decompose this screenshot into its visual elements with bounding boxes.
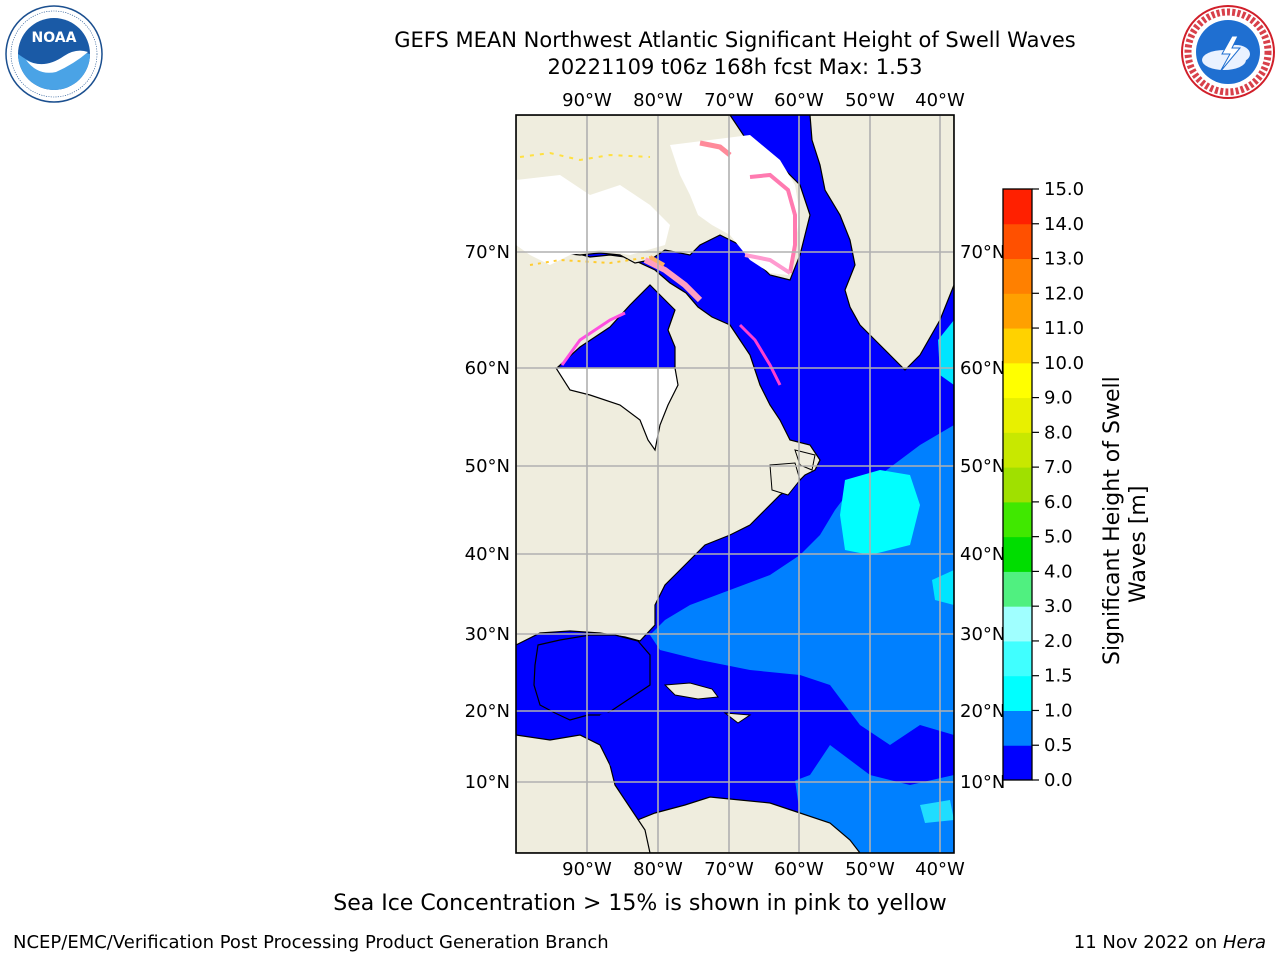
map-frame <box>515 114 955 854</box>
lat-label: 10°N <box>960 772 1005 793</box>
lon-labels-bottom: 90°W 80°W 70°W 60°W 50°W 40°W <box>562 859 965 880</box>
footer-right: 11 Nov 2022 on Hera <box>1074 932 1266 953</box>
swell-band-1.0-1.5 <box>840 470 920 555</box>
lat-label: 50°N <box>960 456 1005 477</box>
colorbar-segment <box>1003 432 1032 468</box>
colorbar-segment <box>1003 189 1032 225</box>
colorbar-segment <box>1003 571 1032 607</box>
lon-label: 40°W <box>915 859 965 880</box>
lon-label: 50°W <box>845 859 895 880</box>
colorbar-segment <box>1003 328 1032 364</box>
colorbar-tick-label: 6.0 <box>1044 492 1073 513</box>
colorbar: 0.0 0.5 1.0 1.5 2.0 3.0 4.0 5.0 6.0 7.0 8.0 9.0 10.0… <box>1002 180 1151 791</box>
colorbar-segment <box>1003 675 1032 711</box>
colorbar-tick-label: 10.0 <box>1044 353 1084 374</box>
colorbar-label: Significant Height of Swell Waves [m] <box>1100 369 1151 665</box>
colorbar-segment <box>1003 293 1032 329</box>
graticule <box>516 115 954 853</box>
colorbar-tick-label: 8.0 <box>1044 422 1073 443</box>
lat-label: 70°N <box>465 242 510 263</box>
map-subtitle: 20221109 t06z 168h fcst Max: 1.53 <box>547 55 923 79</box>
lat-labels-left: 70°N 60°N 50°N 40°N 30°N 20°N 10°N <box>465 242 510 793</box>
lat-label: 50°N <box>465 456 510 477</box>
lon-label: 70°W <box>704 859 754 880</box>
colorbar-tick-label: 7.0 <box>1044 457 1073 478</box>
colorbar-tick-label: 0.0 <box>1044 770 1073 791</box>
colorbar-tick-label: 4.0 <box>1044 561 1073 582</box>
noaa-logo: NOAA <box>5 5 103 103</box>
land-central-america <box>516 734 651 853</box>
sea-ice-edges <box>519 140 797 386</box>
colorbar-segment <box>1003 258 1032 294</box>
footer-date: 11 Nov 2022 on <box>1073 932 1223 953</box>
colorbar-tick-label: 11.0 <box>1044 318 1084 339</box>
lat-label: 20°N <box>960 701 1005 722</box>
colorbar-tick-label: 2.0 <box>1044 631 1073 652</box>
swell-map: 90°W 80°W 70°W 60°W 50°W 40°W 90°W 80°W … <box>465 90 1006 880</box>
lon-label: 90°W <box>562 90 612 111</box>
lat-label: 60°N <box>960 358 1005 379</box>
colorbar-tick-label: 12.0 <box>1044 283 1084 304</box>
lat-label: 40°N <box>960 544 1005 565</box>
colorbar-segment <box>1003 606 1032 642</box>
colorbar-tick-label: 13.0 <box>1044 249 1084 270</box>
colorbar-frame <box>1002 188 1033 781</box>
lon-label: 90°W <box>562 859 612 880</box>
colorbar-tick-label: 14.0 <box>1044 214 1084 235</box>
gulf-of-mexico <box>533 634 651 721</box>
lat-label: 30°N <box>465 624 510 645</box>
lon-label: 50°W <box>845 90 895 111</box>
lat-label: 60°N <box>465 358 510 379</box>
colorbar-segment <box>1003 362 1032 399</box>
colorbar-segment <box>1003 223 1032 260</box>
sea-ice-note: Sea Ice Concentration > 15% is shown in … <box>333 891 947 916</box>
colorbar-tick-label: 1.0 <box>1044 700 1073 721</box>
lon-label: 60°W <box>774 859 824 880</box>
colorbar-segment <box>1003 397 1032 433</box>
colorbar-segment <box>1003 467 1032 503</box>
colorbar-segment <box>1003 501 1032 538</box>
noaa-logo-text: NOAA <box>32 30 77 46</box>
arctic-ice <box>516 175 670 265</box>
lat-label: 30°N <box>960 624 1005 645</box>
nws-logo <box>1181 5 1275 99</box>
footer-host: Hera <box>1222 932 1266 953</box>
lat-label: 10°N <box>465 772 510 793</box>
colorbar-segment <box>1003 640 1032 677</box>
lon-labels-top: 90°W 80°W 70°W 60°W 50°W 40°W <box>562 90 965 111</box>
colorbar-segment <box>1003 536 1032 572</box>
colorbar-tick-label: 9.0 <box>1044 388 1073 409</box>
swell-band-se <box>920 800 954 823</box>
colorbar-segment <box>1003 745 1032 781</box>
colorbar-tick-label: 5.0 <box>1044 527 1073 548</box>
map-title: GEFS MEAN Northwest Atlantic Significant… <box>394 28 1076 52</box>
lon-label: 80°W <box>633 859 683 880</box>
lon-label: 70°W <box>704 90 754 111</box>
colorbar-tick-label: 1.5 <box>1044 666 1073 687</box>
lat-label: 40°N <box>465 544 510 565</box>
land-greenland <box>809 115 954 371</box>
colorbar-tick-label: 3.0 <box>1044 596 1073 617</box>
colorbar-tick-label: 0.5 <box>1044 735 1073 756</box>
baffin-ice <box>670 135 800 275</box>
swell-band-east <box>932 570 954 605</box>
colorbar-label-line2: Waves [m] <box>1126 486 1151 603</box>
lat-label: 20°N <box>465 701 510 722</box>
islands <box>663 449 816 724</box>
colorbar-label-line1: Significant Height of Swell <box>1100 376 1125 665</box>
colorbar-tick-label: 15.0 <box>1044 180 1084 200</box>
colorbar-segment <box>1003 710 1032 746</box>
lon-label: 80°W <box>633 90 683 111</box>
lat-label: 70°N <box>960 242 1005 263</box>
lon-label: 40°W <box>915 90 965 111</box>
lat-labels-right: 70°N 60°N 50°N 40°N 30°N 20°N 10°N <box>960 242 1005 793</box>
footer-left: NCEP/EMC/Verification Post Processing Pr… <box>13 932 609 953</box>
lon-label: 60°W <box>774 90 824 111</box>
